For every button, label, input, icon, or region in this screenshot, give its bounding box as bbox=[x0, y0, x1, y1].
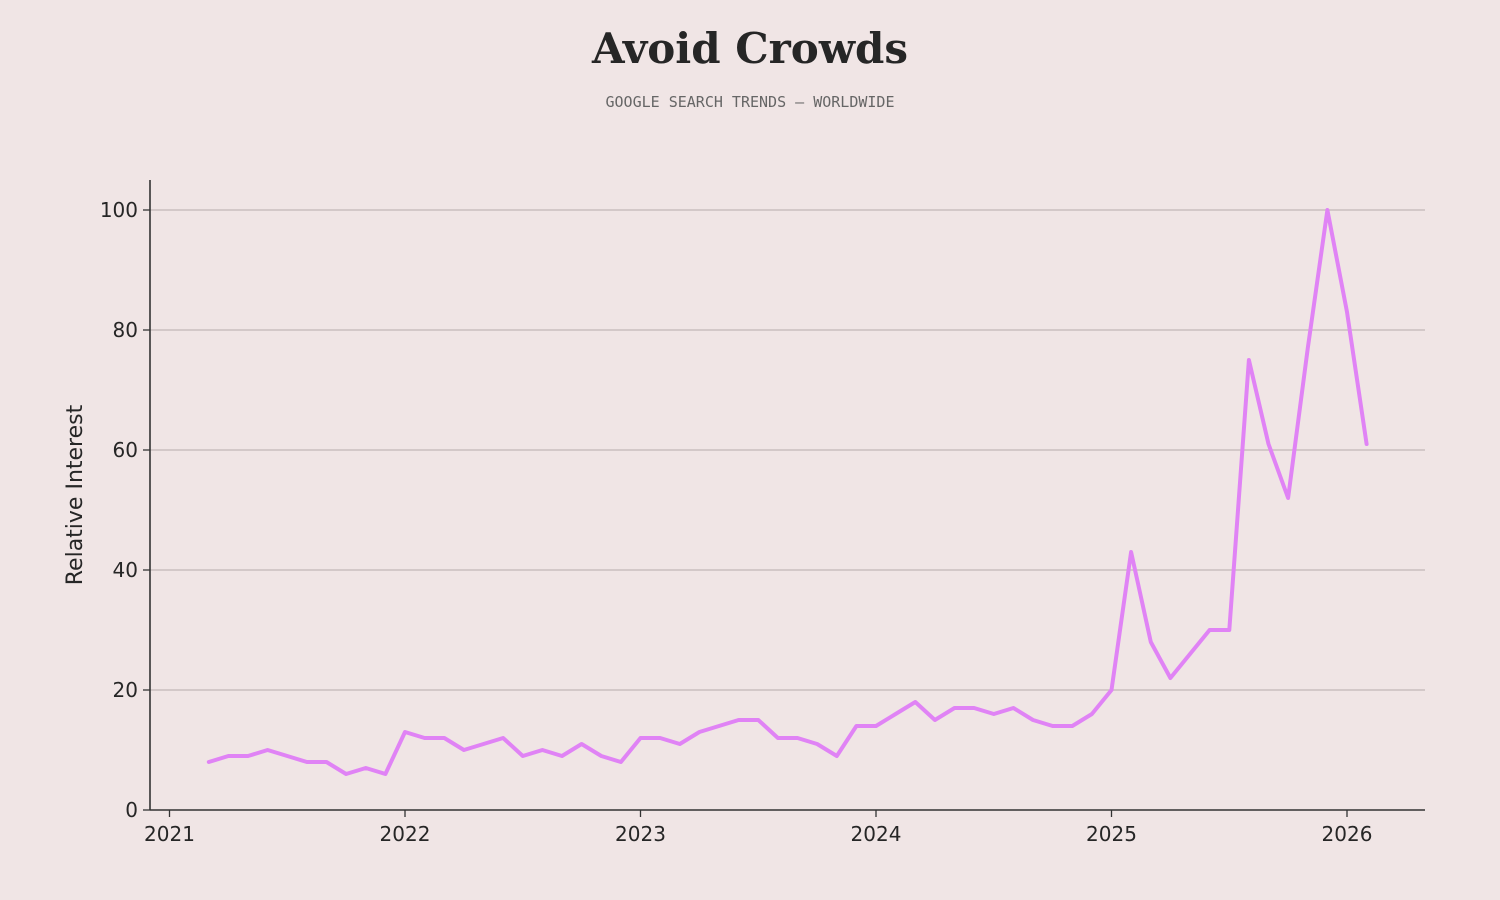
gridlines bbox=[150, 209, 1425, 691]
y-tick-label: 60 bbox=[113, 438, 138, 462]
chart-title: Avoid Crowds bbox=[592, 24, 908, 73]
series-line bbox=[206, 208, 1369, 776]
x-tick-label: 2022 bbox=[380, 822, 431, 846]
y-axis-ticks: 0 20 40 60 80 100 bbox=[100, 198, 150, 822]
series-lines bbox=[206, 208, 1369, 776]
x-tick-label: 2025 bbox=[1086, 822, 1137, 846]
y-tick-label: 80 bbox=[113, 318, 138, 342]
axes bbox=[149, 180, 1425, 811]
x-tick-label: 2021 bbox=[144, 822, 195, 846]
y-tick-label: 20 bbox=[113, 678, 138, 702]
y-tick-label: 0 bbox=[125, 798, 138, 822]
chart-subtitle: GOOGLE SEARCH TRENDS — WORLDWIDE bbox=[605, 93, 895, 111]
x-tick-label: 2023 bbox=[615, 822, 666, 846]
y-axis-label: Relative Interest bbox=[63, 404, 88, 585]
x-tick-label: 2024 bbox=[851, 822, 902, 846]
y-tick-label: 40 bbox=[113, 558, 138, 582]
x-tick-label: 2026 bbox=[1322, 822, 1373, 846]
x-axis-ticks: 2021 2022 2023 2024 2025 2026 bbox=[144, 810, 1372, 846]
y-tick-label: 100 bbox=[100, 198, 138, 222]
